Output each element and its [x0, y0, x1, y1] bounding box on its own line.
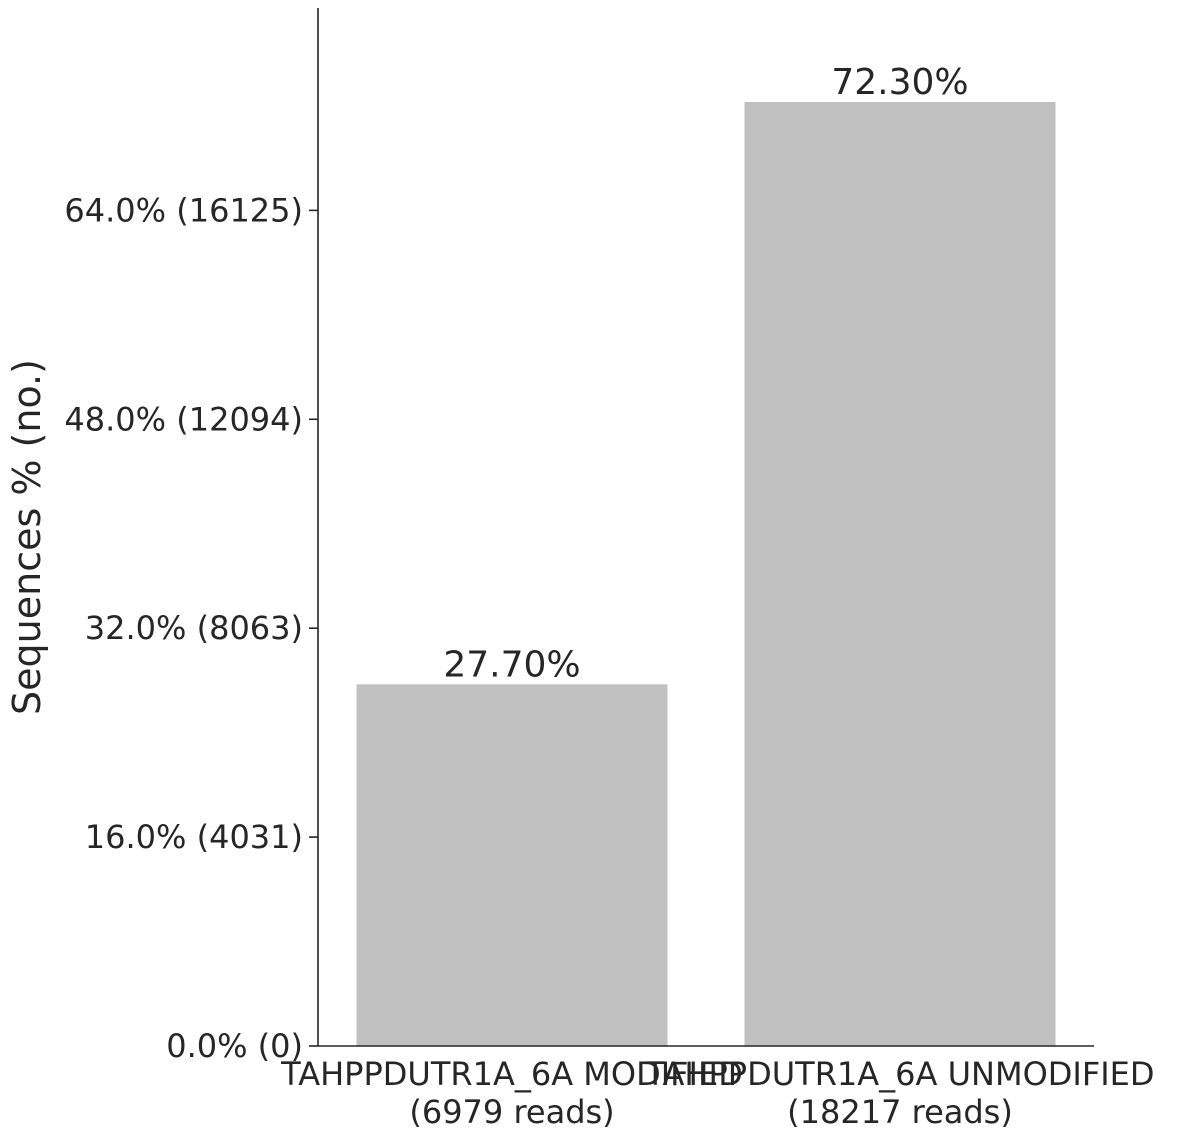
x-category-reads-label: (18217 reads) — [787, 1093, 1013, 1131]
x-category-label: TAHPPDUTR1A_6A UNMODIFIED — [644, 1055, 1154, 1093]
y-tick-label: 48.0% (12094) — [64, 400, 303, 438]
y-tick-label: 16.0% (4031) — [85, 818, 303, 856]
x-category-label: TAHPPDUTR1A_6A MODIFIED — [280, 1055, 743, 1093]
y-tick-label: 32.0% (8063) — [85, 609, 303, 647]
y-axis-title: Sequences % (no.) — [5, 359, 49, 715]
y-tick-label: 0.0% (0) — [166, 1027, 303, 1065]
bar — [744, 102, 1056, 1046]
bar-value-labels: 27.70% 72.30% — [443, 62, 968, 685]
bar-value-label: 72.30% — [831, 62, 968, 103]
bars — [356, 102, 1056, 1046]
x-axis-categories: TAHPPDUTR1A_6A MODIFIED(6979 reads) TAHPP… — [280, 1055, 1154, 1131]
bar — [356, 684, 668, 1046]
bar-value-label: 27.70% — [443, 644, 580, 685]
y-tick-label: 64.0% (16125) — [64, 191, 303, 229]
x-category-reads-label: (6979 reads) — [409, 1093, 614, 1131]
y-axis-ticks: 0.0% (0) 16.0% (4031) 32.0% (8063) 48.0% (1… — [64, 191, 318, 1065]
